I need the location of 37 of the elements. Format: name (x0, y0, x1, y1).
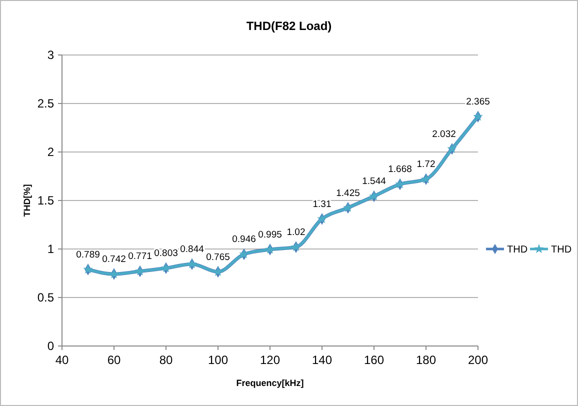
x-tick-label: 60 (107, 353, 121, 367)
x-tick-label: 140 (312, 353, 332, 367)
data-label: 0.742 (102, 254, 126, 266)
data-label: 1.544 (362, 176, 386, 188)
x-tick-label: 120 (260, 353, 280, 367)
data-label: 1.425 (336, 188, 360, 199)
data-label: 0.844 (180, 244, 204, 256)
data-label: 1.02 (286, 227, 306, 238)
y-tick-label: 2 (47, 145, 54, 160)
y-tick-label: 3 (47, 48, 54, 62)
data-label: 0.946 (232, 234, 256, 246)
legend-label: THD (551, 244, 572, 256)
data-label: 1.668 (388, 164, 412, 176)
x-axis-title: Frequency[kHz] (236, 378, 304, 388)
x-tick-label: 160 (364, 353, 384, 367)
x-tick-label: 200 (468, 353, 488, 367)
data-label: 2.032 (432, 128, 456, 140)
legend-label: THD (507, 244, 528, 256)
y-axis-title: THD[%] (22, 184, 32, 217)
data-label: 0.803 (154, 248, 178, 260)
data-label: 1.31 (312, 198, 332, 210)
x-tick-label: 40 (55, 353, 69, 367)
data-label: 2.365 (466, 96, 490, 108)
x-tick-label: 100 (208, 353, 228, 367)
data-label: 0.771 (128, 251, 152, 262)
y-tick-label: 0 (47, 339, 54, 354)
y-tick-label: 1 (47, 242, 54, 256)
data-label: 0.789 (76, 249, 100, 260)
data-label: 1.72 (416, 159, 436, 170)
y-tick-label: 0.5 (37, 290, 54, 305)
x-tick-label: 180 (416, 353, 436, 367)
y-tick-label: 2.5 (37, 96, 54, 111)
x-tick-label: 80 (159, 353, 173, 367)
data-label: 0.765 (206, 252, 230, 263)
chart-title: THD(F82 Load) (246, 19, 332, 33)
data-label: 0.995 (258, 229, 282, 240)
y-tick-label: 1.5 (37, 194, 54, 208)
